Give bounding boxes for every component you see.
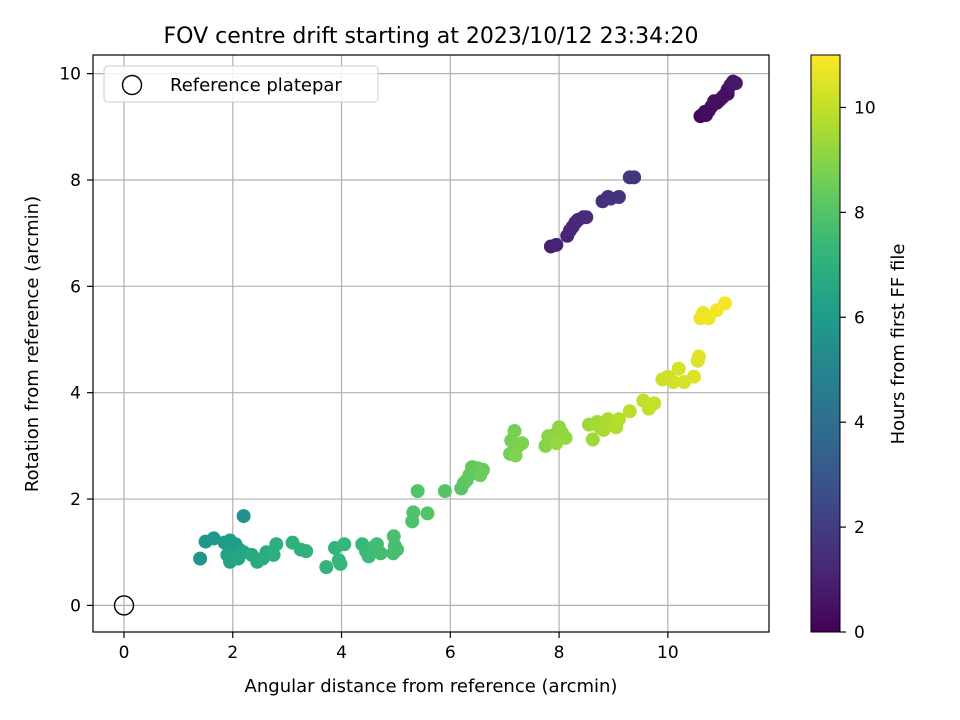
data-point: [390, 542, 405, 557]
data-point: [671, 361, 686, 376]
data-point: [691, 349, 706, 364]
plot-area: 0 2 4 6 8 10 0 2 4 6 8 10 Reference platepar: [59, 54, 770, 663]
legend-marker-reference: [121, 74, 143, 96]
reference-marker-group: [113, 595, 135, 616]
x-axis-ticks: 0 2 4 6 8 10: [119, 632, 679, 663]
data-point: [549, 436, 564, 451]
y-axis-label: Rotation from reference (arcmin): [22, 196, 43, 492]
x-tick-label: 10: [657, 643, 679, 663]
data-point: [647, 396, 662, 411]
plot-frame: [92, 54, 770, 633]
data-point: [473, 468, 488, 483]
data-point: [410, 484, 425, 499]
data-point: [611, 189, 626, 204]
data-point: [269, 537, 284, 552]
colorbar: 0 2 4 6 8 10 Hours from first FF file: [810, 54, 909, 643]
data-point: [686, 369, 701, 384]
legend-box: [103, 65, 379, 103]
data-point: [508, 448, 523, 463]
colorbar-tick-label: 4: [854, 413, 865, 433]
colorbar-tick-label: 8: [854, 203, 865, 223]
colorbar-gradient: [810, 54, 841, 633]
data-point: [720, 86, 735, 101]
x-tick-label: 8: [554, 643, 565, 663]
reference-marker: [113, 595, 135, 616]
data-point: [236, 509, 251, 524]
data-point: [437, 484, 452, 499]
data-point: [622, 404, 637, 419]
data-point: [420, 506, 435, 521]
data-point: [515, 436, 530, 451]
colorbar-tick-label: 2: [854, 518, 865, 538]
data-point: [666, 375, 681, 390]
data-point: [627, 170, 642, 185]
data-point: [193, 551, 208, 566]
chart-title: FOV centre drift starting at 2023/10/12 …: [164, 24, 699, 49]
grid: [93, 55, 769, 632]
colorbar-tick-label: 0: [854, 623, 865, 643]
y-tick-label: 8: [70, 171, 81, 191]
y-tick-label: 6: [70, 277, 81, 297]
data-point: [386, 529, 401, 544]
data-point: [266, 547, 281, 562]
y-tick-label: 2: [70, 490, 81, 510]
data-point: [373, 546, 388, 561]
data-point: [319, 560, 334, 575]
y-tick-label: 4: [70, 384, 81, 404]
data-point: [549, 237, 564, 252]
data-point: [728, 76, 743, 91]
colorbar-ticks: 0 2 4 6 8 10: [840, 98, 876, 643]
y-axis-ticks: 0 2 4 6 8 10: [59, 65, 93, 616]
x-tick-label: 0: [119, 643, 130, 663]
data-point: [206, 531, 221, 546]
y-tick-label: 0: [70, 596, 81, 616]
colorbar-tick-label: 6: [854, 308, 865, 328]
data-point: [611, 412, 626, 427]
data-point: [299, 544, 314, 559]
x-tick-label: 6: [445, 643, 456, 663]
x-axis-label: Angular distance from reference (arcmin): [245, 676, 618, 697]
data-point: [697, 104, 712, 119]
data-points: [193, 74, 743, 575]
x-tick-label: 4: [336, 643, 347, 663]
data-point: [707, 94, 722, 109]
y-tick-label: 10: [59, 65, 81, 85]
legend: Reference platepar: [103, 65, 379, 103]
data-point: [507, 423, 522, 438]
colorbar-label: Hours from first FF file: [888, 244, 909, 445]
data-point: [337, 537, 352, 552]
data-point: [333, 556, 348, 571]
data-point: [585, 432, 600, 447]
colorbar-tick-label: 10: [854, 98, 876, 118]
data-point: [579, 210, 594, 225]
x-tick-label: 2: [227, 643, 238, 663]
data-point: [717, 296, 732, 311]
data-point: [406, 505, 421, 520]
legend-label-reference: Reference platepar: [170, 75, 342, 96]
